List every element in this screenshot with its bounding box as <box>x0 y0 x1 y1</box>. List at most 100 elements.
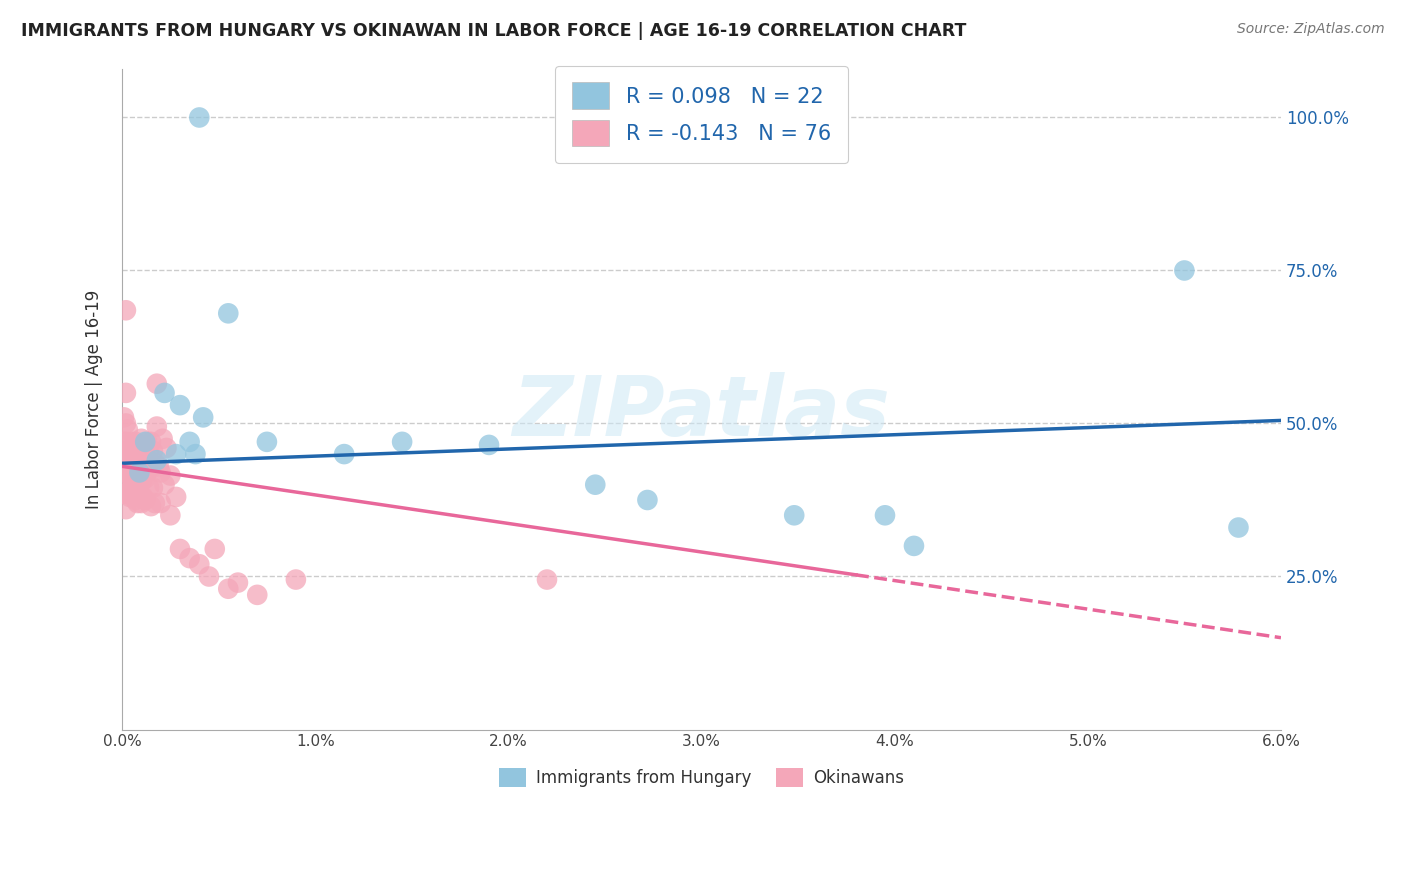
Point <box>139 434 162 449</box>
Point <box>193 410 215 425</box>
Point <box>169 541 191 556</box>
Point <box>138 481 160 495</box>
Point <box>184 447 207 461</box>
Point <box>391 434 413 449</box>
Point <box>256 434 278 449</box>
Point <box>112 450 135 465</box>
Point <box>146 453 169 467</box>
Point <box>159 508 181 523</box>
Point <box>783 508 806 523</box>
Point <box>127 453 149 467</box>
Point <box>148 459 170 474</box>
Point <box>1173 263 1195 277</box>
Point <box>115 502 138 516</box>
Point <box>583 477 606 491</box>
Point <box>122 487 145 501</box>
Point <box>903 539 925 553</box>
Point <box>132 490 155 504</box>
Point <box>217 306 239 320</box>
Point <box>153 477 176 491</box>
Point <box>165 447 187 461</box>
Point <box>127 496 149 510</box>
Point <box>152 432 174 446</box>
Point <box>127 475 149 489</box>
Point <box>478 438 501 452</box>
Point <box>142 481 165 495</box>
Point <box>149 496 172 510</box>
Point <box>143 456 166 470</box>
Point <box>121 434 143 449</box>
Point <box>138 444 160 458</box>
Point <box>159 468 181 483</box>
Point <box>115 434 138 449</box>
Point <box>112 487 135 501</box>
Point <box>112 434 135 449</box>
Point <box>134 447 156 461</box>
Point <box>124 434 146 449</box>
Point <box>146 376 169 391</box>
Point <box>112 466 135 480</box>
Point <box>128 487 150 501</box>
Point <box>118 444 141 458</box>
Point <box>139 499 162 513</box>
Point <box>122 466 145 480</box>
Point <box>204 541 226 556</box>
Point <box>117 423 139 437</box>
Point <box>143 496 166 510</box>
Point <box>169 398 191 412</box>
Point <box>153 385 176 400</box>
Point <box>131 475 153 489</box>
Point <box>636 493 658 508</box>
Point <box>136 466 159 480</box>
Legend: Immigrants from Hungary, Okinawans: Immigrants from Hungary, Okinawans <box>492 761 911 794</box>
Point <box>188 558 211 572</box>
Point <box>128 466 150 480</box>
Point <box>134 472 156 486</box>
Point <box>122 441 145 455</box>
Point <box>142 444 165 458</box>
Point <box>179 434 201 449</box>
Text: IMMIGRANTS FROM HUNGARY VS OKINAWAN IN LABOR FORCE | AGE 16-19 CORRELATION CHART: IMMIGRANTS FROM HUNGARY VS OKINAWAN IN L… <box>21 22 966 40</box>
Point <box>217 582 239 596</box>
Point <box>165 490 187 504</box>
Point <box>121 459 143 474</box>
Point <box>124 475 146 489</box>
Point <box>115 487 138 501</box>
Point <box>131 496 153 510</box>
Y-axis label: In Labor Force | Age 16-19: In Labor Force | Age 16-19 <box>86 289 103 508</box>
Point <box>118 468 141 483</box>
Point <box>139 462 162 476</box>
Point <box>188 111 211 125</box>
Point <box>115 303 138 318</box>
Point <box>118 490 141 504</box>
Point <box>146 419 169 434</box>
Point <box>112 410 135 425</box>
Point <box>246 588 269 602</box>
Point <box>115 385 138 400</box>
Point <box>115 417 138 431</box>
Point <box>115 450 138 465</box>
Point <box>124 456 146 470</box>
Point <box>536 573 558 587</box>
Point <box>284 573 307 587</box>
Point <box>131 432 153 446</box>
Text: Source: ZipAtlas.com: Source: ZipAtlas.com <box>1237 22 1385 37</box>
Point <box>115 466 138 480</box>
Point <box>333 447 356 461</box>
Point <box>134 493 156 508</box>
Point <box>226 575 249 590</box>
Point <box>873 508 896 523</box>
Point <box>132 459 155 474</box>
Point <box>149 466 172 480</box>
Point <box>131 453 153 467</box>
Point <box>121 481 143 495</box>
Point <box>128 459 150 474</box>
Point <box>117 444 139 458</box>
Point <box>198 569 221 583</box>
Text: ZIPatlas: ZIPatlas <box>513 372 890 453</box>
Point <box>117 466 139 480</box>
Point <box>134 434 156 449</box>
Point <box>136 434 159 449</box>
Point <box>1227 520 1250 534</box>
Point <box>179 551 201 566</box>
